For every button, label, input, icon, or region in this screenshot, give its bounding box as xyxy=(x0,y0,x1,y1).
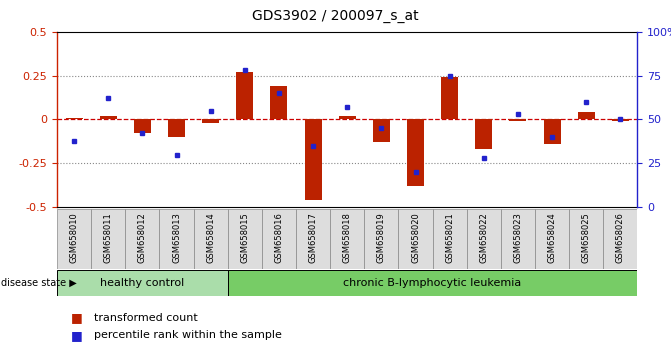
Bar xyxy=(364,209,399,269)
Bar xyxy=(236,72,254,120)
Text: disease state ▶: disease state ▶ xyxy=(1,278,76,288)
Bar xyxy=(433,209,467,269)
Text: percentile rank within the sample: percentile rank within the sample xyxy=(94,330,282,340)
Bar xyxy=(194,209,227,269)
Bar xyxy=(57,270,227,296)
Bar xyxy=(296,209,330,269)
Bar xyxy=(160,209,194,269)
Text: ■: ■ xyxy=(70,329,83,342)
Text: GSM658022: GSM658022 xyxy=(479,212,488,263)
Bar xyxy=(91,209,125,269)
Text: GSM658010: GSM658010 xyxy=(70,212,79,263)
Text: GSM658025: GSM658025 xyxy=(582,212,590,263)
Bar xyxy=(125,209,160,269)
Bar xyxy=(373,120,390,142)
Bar xyxy=(399,209,433,269)
Bar xyxy=(339,116,356,120)
Text: chronic B-lymphocytic leukemia: chronic B-lymphocytic leukemia xyxy=(344,278,522,288)
Text: GSM658019: GSM658019 xyxy=(377,212,386,263)
Bar xyxy=(168,120,185,137)
Bar xyxy=(227,270,637,296)
Text: healthy control: healthy control xyxy=(100,278,185,288)
Bar xyxy=(270,86,287,120)
Text: GSM658018: GSM658018 xyxy=(343,212,352,263)
Text: GSM658014: GSM658014 xyxy=(206,212,215,263)
Bar xyxy=(330,209,364,269)
Text: GSM658026: GSM658026 xyxy=(616,212,625,263)
Bar xyxy=(467,209,501,269)
Text: GDS3902 / 200097_s_at: GDS3902 / 200097_s_at xyxy=(252,9,419,23)
Bar xyxy=(535,209,569,269)
Bar xyxy=(569,209,603,269)
Bar xyxy=(501,209,535,269)
Bar xyxy=(612,120,629,121)
Bar xyxy=(66,118,83,120)
Text: GSM658011: GSM658011 xyxy=(104,212,113,263)
Bar xyxy=(441,78,458,120)
Bar xyxy=(262,209,296,269)
Bar xyxy=(578,113,595,120)
Text: GSM658020: GSM658020 xyxy=(411,212,420,263)
Bar xyxy=(544,120,561,144)
Bar xyxy=(407,120,424,186)
Text: GSM658012: GSM658012 xyxy=(138,212,147,263)
Bar xyxy=(509,120,527,121)
Bar xyxy=(227,209,262,269)
Bar xyxy=(57,209,91,269)
Text: GSM658024: GSM658024 xyxy=(548,212,557,263)
Text: GSM658023: GSM658023 xyxy=(513,212,523,263)
Bar xyxy=(100,116,117,120)
Bar xyxy=(202,120,219,123)
Text: GSM658021: GSM658021 xyxy=(445,212,454,263)
Text: transformed count: transformed count xyxy=(94,313,198,322)
Bar xyxy=(475,120,493,149)
Text: ■: ■ xyxy=(70,311,83,324)
Bar xyxy=(603,209,637,269)
Text: GSM658017: GSM658017 xyxy=(309,212,317,263)
Text: GSM658015: GSM658015 xyxy=(240,212,250,263)
Text: GSM658016: GSM658016 xyxy=(274,212,283,263)
Bar xyxy=(134,120,151,133)
Text: GSM658013: GSM658013 xyxy=(172,212,181,263)
Bar xyxy=(305,120,321,200)
